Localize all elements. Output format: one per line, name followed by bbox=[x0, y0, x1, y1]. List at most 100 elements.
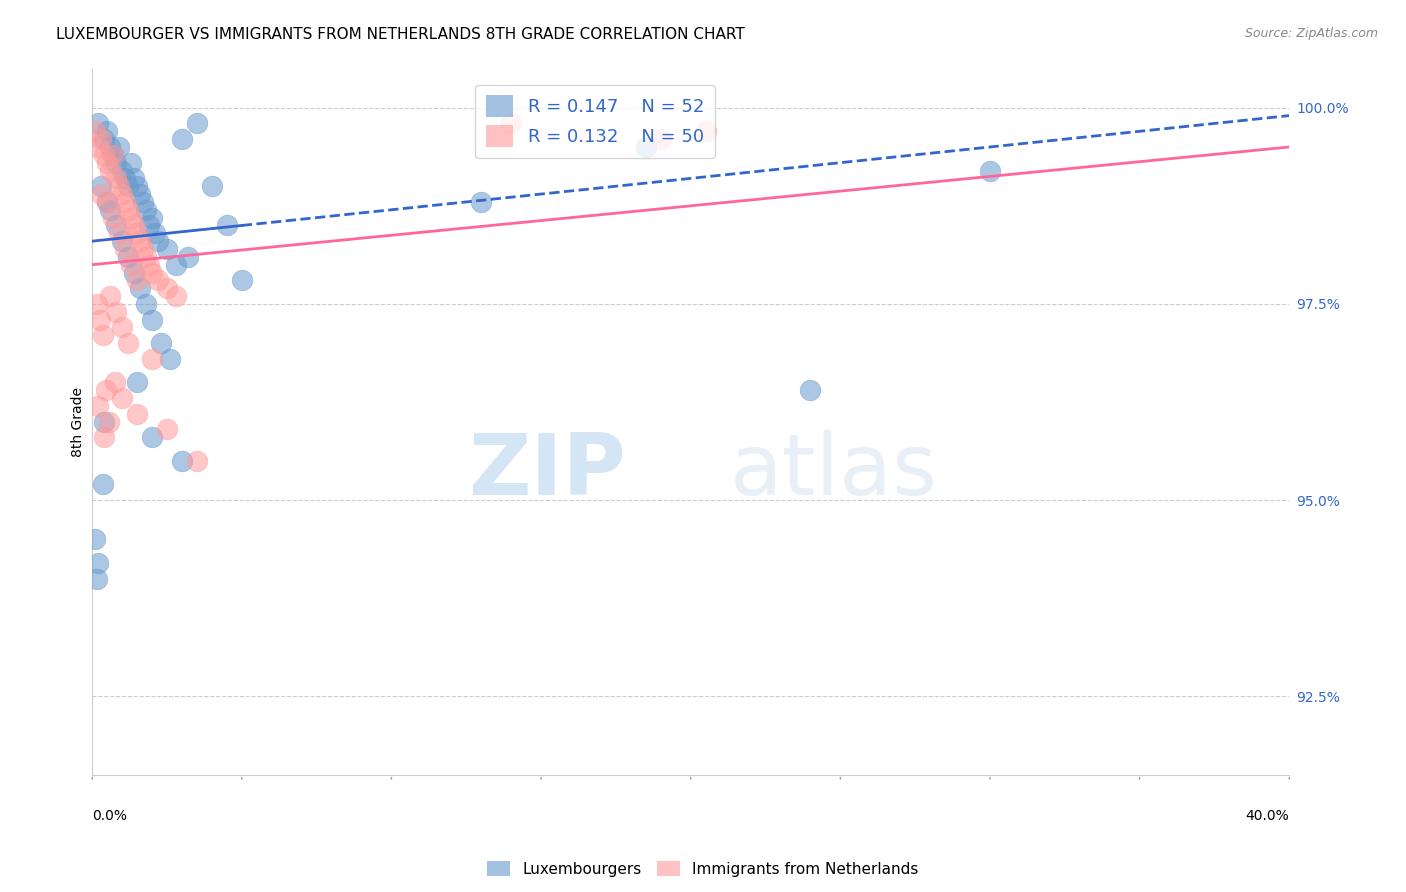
Luxembourgers bbox=[799, 384, 821, 398]
Luxembourgers bbox=[150, 336, 173, 351]
Immigrants from Netherlands bbox=[94, 384, 117, 398]
Immigrants from Netherlands bbox=[93, 430, 115, 444]
Luxembourgers bbox=[135, 297, 157, 311]
Immigrants from Netherlands bbox=[93, 148, 115, 162]
Y-axis label: 8th Grade: 8th Grade bbox=[72, 386, 86, 457]
Luxembourgers bbox=[117, 179, 139, 194]
Luxembourgers bbox=[141, 430, 163, 444]
Immigrants from Netherlands bbox=[87, 399, 110, 413]
Luxembourgers bbox=[105, 219, 128, 233]
Luxembourgers bbox=[138, 219, 160, 233]
Luxembourgers bbox=[215, 219, 238, 233]
Immigrants from Netherlands bbox=[117, 202, 139, 217]
Luxembourgers bbox=[84, 533, 107, 547]
Immigrants from Netherlands bbox=[156, 281, 179, 295]
Luxembourgers bbox=[122, 266, 145, 280]
Luxembourgers bbox=[114, 171, 136, 186]
Immigrants from Netherlands bbox=[98, 163, 121, 178]
Immigrants from Netherlands bbox=[86, 297, 108, 311]
Luxembourgers bbox=[201, 179, 224, 194]
Immigrants from Netherlands bbox=[97, 415, 120, 429]
Luxembourgers bbox=[87, 556, 110, 570]
Immigrants from Netherlands bbox=[146, 273, 169, 287]
Luxembourgers bbox=[125, 376, 148, 390]
Luxembourgers bbox=[96, 124, 118, 138]
Immigrants from Netherlands bbox=[120, 211, 142, 225]
Immigrants from Netherlands bbox=[125, 273, 148, 287]
Luxembourgers bbox=[141, 312, 163, 326]
Immigrants from Netherlands bbox=[90, 187, 112, 202]
Luxembourgers bbox=[91, 477, 114, 491]
Luxembourgers bbox=[87, 116, 110, 130]
Immigrants from Netherlands bbox=[122, 219, 145, 233]
Immigrants from Netherlands bbox=[129, 234, 152, 248]
Immigrants from Netherlands bbox=[120, 258, 142, 272]
Luxembourgers bbox=[108, 140, 131, 154]
Text: LUXEMBOURGER VS IMMIGRANTS FROM NETHERLANDS 8TH GRADE CORRELATION CHART: LUXEMBOURGER VS IMMIGRANTS FROM NETHERLA… bbox=[56, 27, 745, 42]
Text: 40.0%: 40.0% bbox=[1246, 809, 1289, 823]
Immigrants from Netherlands bbox=[87, 140, 110, 154]
Immigrants from Netherlands bbox=[101, 211, 124, 225]
Immigrants from Netherlands bbox=[125, 227, 148, 241]
Luxembourgers bbox=[146, 234, 169, 248]
Luxembourgers bbox=[979, 163, 1001, 178]
Immigrants from Netherlands bbox=[695, 124, 717, 138]
Immigrants from Netherlands bbox=[114, 194, 136, 209]
Immigrants from Netherlands bbox=[111, 391, 134, 405]
Luxembourgers bbox=[101, 148, 124, 162]
Immigrants from Netherlands bbox=[108, 227, 131, 241]
Luxembourgers bbox=[165, 258, 187, 272]
Immigrants from Netherlands bbox=[141, 351, 163, 366]
Immigrants from Netherlands bbox=[91, 328, 114, 343]
Luxembourgers bbox=[186, 116, 208, 130]
Luxembourgers bbox=[170, 454, 193, 468]
Immigrants from Netherlands bbox=[90, 132, 112, 146]
Luxembourgers bbox=[231, 273, 253, 287]
Immigrants from Netherlands bbox=[186, 454, 208, 468]
Immigrants from Netherlands bbox=[114, 242, 136, 256]
Luxembourgers bbox=[135, 202, 157, 217]
Luxembourgers bbox=[470, 194, 492, 209]
Luxembourgers bbox=[156, 242, 179, 256]
Luxembourgers bbox=[177, 250, 200, 264]
Luxembourgers bbox=[111, 234, 134, 248]
Luxembourgers bbox=[96, 194, 118, 209]
Immigrants from Netherlands bbox=[98, 289, 121, 303]
Text: atlas: atlas bbox=[730, 430, 938, 513]
Text: ZIP: ZIP bbox=[468, 430, 626, 513]
Immigrants from Netherlands bbox=[501, 116, 523, 130]
Luxembourgers bbox=[125, 179, 148, 194]
Immigrants from Netherlands bbox=[138, 258, 160, 272]
Immigrants from Netherlands bbox=[117, 336, 139, 351]
Luxembourgers bbox=[120, 155, 142, 169]
Immigrants from Netherlands bbox=[135, 250, 157, 264]
Luxembourgers bbox=[129, 281, 152, 295]
Luxembourgers bbox=[129, 187, 152, 202]
Immigrants from Netherlands bbox=[104, 376, 127, 390]
Immigrants from Netherlands bbox=[650, 132, 672, 146]
Luxembourgers bbox=[93, 415, 115, 429]
Immigrants from Netherlands bbox=[96, 194, 118, 209]
Luxembourgers bbox=[93, 132, 115, 146]
Luxembourgers bbox=[634, 140, 657, 154]
Immigrants from Netherlands bbox=[165, 289, 187, 303]
Legend: R = 0.147    N = 52, R = 0.132    N = 50: R = 0.147 N = 52, R = 0.132 N = 50 bbox=[475, 85, 714, 158]
Luxembourgers bbox=[105, 155, 128, 169]
Luxembourgers bbox=[122, 171, 145, 186]
Luxembourgers bbox=[98, 140, 121, 154]
Legend: Luxembourgers, Immigrants from Netherlands: Luxembourgers, Immigrants from Netherlan… bbox=[479, 853, 927, 884]
Luxembourgers bbox=[111, 163, 134, 178]
Luxembourgers bbox=[159, 351, 181, 366]
Immigrants from Netherlands bbox=[84, 124, 107, 138]
Immigrants from Netherlands bbox=[156, 422, 179, 436]
Text: 0.0%: 0.0% bbox=[93, 809, 127, 823]
Luxembourgers bbox=[143, 227, 166, 241]
Immigrants from Netherlands bbox=[141, 266, 163, 280]
Immigrants from Netherlands bbox=[125, 407, 148, 421]
Immigrants from Netherlands bbox=[101, 148, 124, 162]
Luxembourgers bbox=[132, 194, 155, 209]
Immigrants from Netherlands bbox=[89, 312, 111, 326]
Luxembourgers bbox=[90, 179, 112, 194]
Immigrants from Netherlands bbox=[105, 171, 128, 186]
Luxembourgers bbox=[98, 202, 121, 217]
